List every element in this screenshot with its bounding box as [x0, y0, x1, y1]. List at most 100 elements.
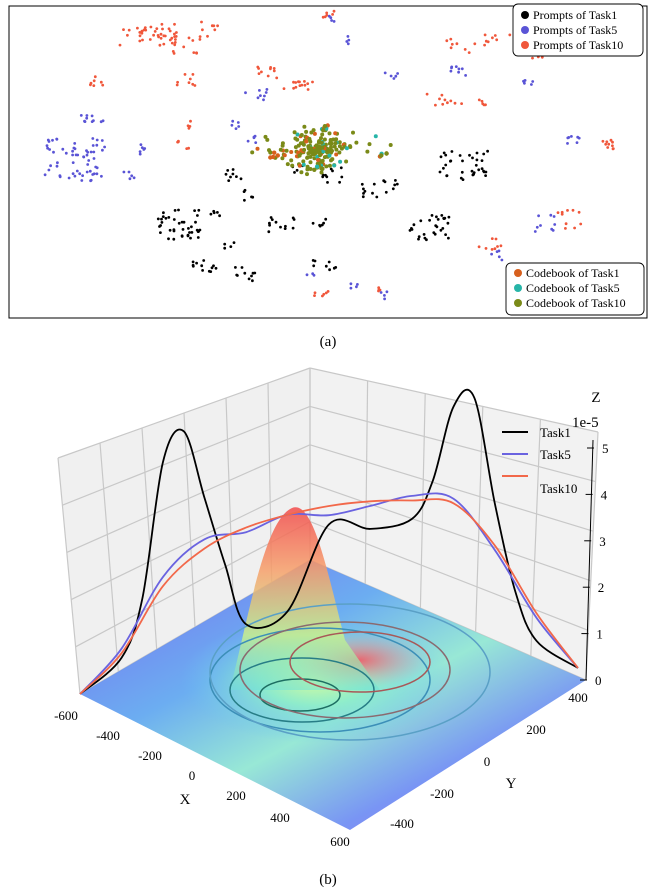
codebook-point [289, 150, 294, 154]
scatter-point [605, 140, 609, 144]
scatter-point [313, 294, 316, 297]
scatter-point [195, 51, 199, 55]
scatter-point [80, 179, 84, 182]
scatter-point [375, 195, 379, 199]
scatter-point [266, 74, 270, 78]
scatter-point [303, 83, 307, 87]
codebook-point [327, 131, 332, 136]
scatter-point [292, 86, 295, 90]
scatter-point [92, 150, 96, 154]
scatter-point [449, 46, 453, 50]
scatter-point [443, 98, 447, 102]
scatter-point [71, 149, 74, 153]
scatter-point [382, 179, 386, 183]
scatter-point [173, 43, 177, 47]
scatter-point [213, 28, 217, 32]
scatter-point [449, 69, 453, 73]
scatter-point [122, 28, 125, 31]
scatter-point [601, 139, 605, 143]
scatter-point [473, 42, 477, 46]
scatter-point [167, 27, 171, 31]
scatter-point [611, 147, 615, 151]
scatter-point [223, 246, 227, 250]
scatter-point [183, 73, 187, 76]
scatter-point [422, 233, 426, 236]
scatter-point [474, 163, 478, 167]
codebook-point [319, 136, 323, 141]
scatter-point [446, 221, 450, 225]
scatter-point [138, 39, 142, 43]
z-tick-label: 3 [599, 534, 606, 549]
scatter-point [198, 35, 202, 38]
scatter-point [483, 43, 486, 47]
scatter-points [43, 9, 615, 301]
scatter-point [445, 39, 449, 43]
legend-marker-prompts-task10 [521, 41, 529, 49]
grid-line [309, 444, 594, 532]
codebook-point [320, 145, 325, 150]
codebook-legend-box [505, 262, 645, 316]
scatter-point [295, 168, 299, 172]
scatter-point [284, 224, 287, 228]
scatter-point [78, 172, 82, 176]
scatter-point [508, 33, 512, 37]
scatter-point [475, 151, 479, 155]
scatter-point [188, 231, 191, 234]
contour-ring [289, 631, 431, 693]
codebook-point [280, 143, 285, 148]
scatter-point [522, 79, 525, 83]
scatter-point [571, 208, 575, 212]
codebook-point [327, 153, 332, 158]
codebook-point [308, 167, 313, 171]
scatter-point [324, 264, 328, 268]
scatter-point [566, 209, 569, 212]
scatter-point [322, 292, 326, 296]
codebook-point [296, 150, 301, 155]
codebook-point [332, 163, 337, 168]
scatter-point [95, 172, 99, 176]
scatter-point [334, 266, 338, 269]
codebook-point [329, 158, 333, 163]
codebook-point [309, 146, 314, 151]
x-tick-label: -400 [96, 728, 120, 743]
scatter-point [231, 119, 235, 123]
scatter-point [267, 230, 271, 234]
scatter-point [83, 120, 87, 123]
codebook-point [354, 140, 359, 145]
scatter-point [101, 148, 104, 152]
curve-task1 [79, 388, 579, 695]
scatter-point [142, 28, 146, 32]
scatter-point [239, 177, 243, 181]
scatter-point [362, 192, 365, 195]
scatter-point [189, 119, 192, 123]
scatter-point [243, 271, 247, 275]
scatter-point [435, 225, 439, 229]
scatter-point [170, 41, 174, 45]
grid-line [309, 405, 596, 483]
codebook-point [320, 166, 325, 171]
scatter-point [101, 83, 105, 87]
legend-label-task5: Task5 [540, 447, 571, 462]
scatter-point [326, 290, 330, 293]
scatter-point [480, 167, 484, 171]
scatter-point [91, 173, 95, 176]
projected-curves [79, 388, 579, 695]
scatter-point [46, 146, 49, 150]
scatter-point [61, 147, 65, 151]
scatter-point [535, 225, 539, 229]
scatter-point [236, 121, 240, 124]
y-tick-label: -200 [430, 786, 454, 801]
scatter-point [306, 82, 310, 85]
legend-label-codebook-task5: Codebook of Task5 [526, 281, 620, 295]
floor-surface [80, 560, 586, 830]
scatter-point [327, 260, 331, 264]
scatter-point [257, 72, 261, 75]
scatter-point [161, 215, 165, 219]
scatter-point [458, 154, 462, 157]
codebook-point [324, 164, 329, 169]
grid-line [70, 482, 311, 601]
scatter-point [173, 35, 177, 38]
curve-task5 [79, 492, 579, 695]
scatter-point [391, 187, 395, 191]
scatter-point [91, 144, 95, 147]
